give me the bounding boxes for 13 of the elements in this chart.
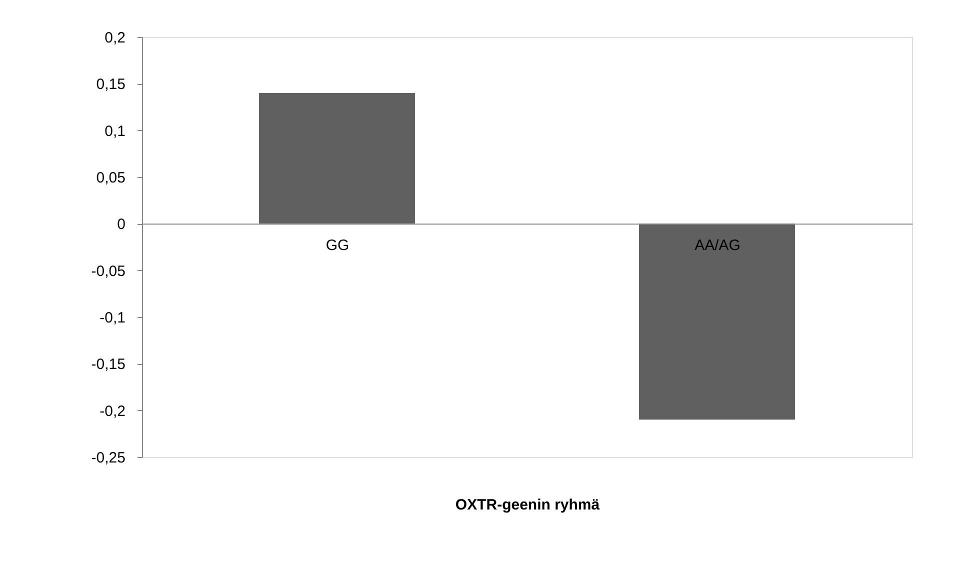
- y-tick-label: -0,2: [100, 402, 126, 420]
- x-tick-label: GG: [326, 237, 350, 254]
- x-axis-title: OXTR-geenin ryhmä: [455, 496, 600, 514]
- y-tick-label: 0,15: [96, 76, 126, 94]
- y-tick-label: 0,2: [104, 30, 126, 46]
- y-tick-label: 0,1: [104, 122, 126, 140]
- y-tick-label: -0,15: [91, 356, 126, 374]
- y-tick-label: -0,1: [100, 310, 126, 326]
- y-tick-label: 0: [117, 216, 126, 234]
- y-tick-label: 0,05: [96, 170, 126, 186]
- y-tick-label: -0,05: [91, 262, 126, 280]
- x-tick-label: AA/AG: [694, 237, 740, 254]
- y-tick-label: -0,25: [91, 450, 126, 466]
